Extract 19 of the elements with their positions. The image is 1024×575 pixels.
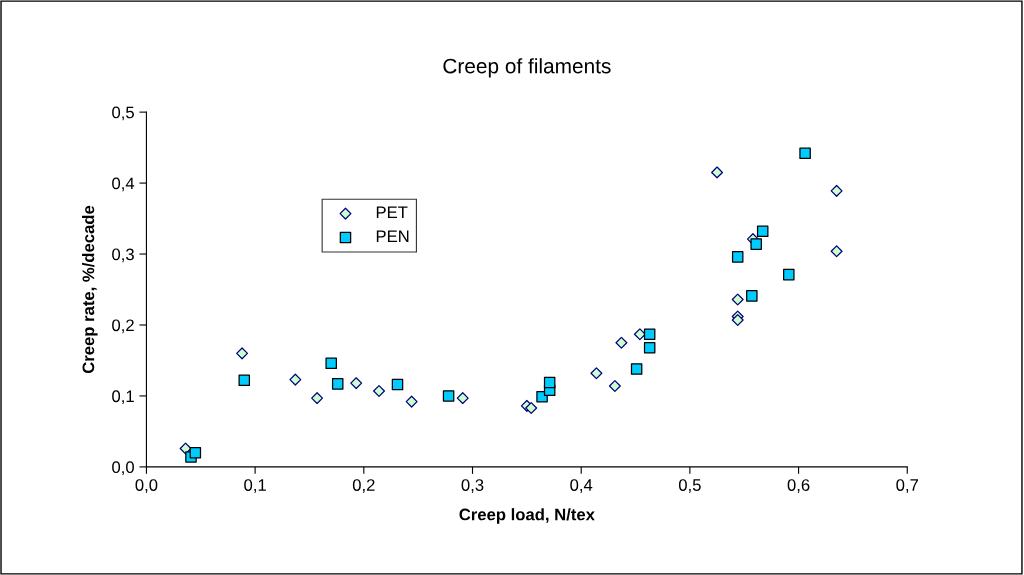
x-tick-label: 0,1 xyxy=(244,479,266,493)
y-tick-label: 0,1 xyxy=(112,390,134,405)
x-tick-label: 0,6 xyxy=(787,479,810,493)
y-axis-title: Creep rate, %/decade xyxy=(82,205,98,374)
legend-label: PET xyxy=(376,206,408,219)
chart-title: Creep of filaments xyxy=(443,58,611,78)
y-tick-label: 0,2 xyxy=(112,319,134,334)
x-axis-title: Creep load, N/tex xyxy=(459,508,595,524)
x-tick-label: 0,4 xyxy=(570,479,593,493)
y-tick-label: 0,4 xyxy=(112,177,135,192)
x-tick-label: 0,2 xyxy=(352,479,375,493)
y-tick-label: 0,0 xyxy=(112,461,134,476)
y-tick-label: 0,5 xyxy=(112,106,134,121)
x-tick-label: 0,7 xyxy=(896,479,919,493)
x-tick-label: 0,5 xyxy=(678,479,701,493)
legend-label: PEN xyxy=(376,230,409,242)
y-tick-label: 0,3 xyxy=(112,248,134,263)
x-tick-label: 0,0 xyxy=(135,479,158,493)
x-tick-label: 0,3 xyxy=(461,479,484,493)
